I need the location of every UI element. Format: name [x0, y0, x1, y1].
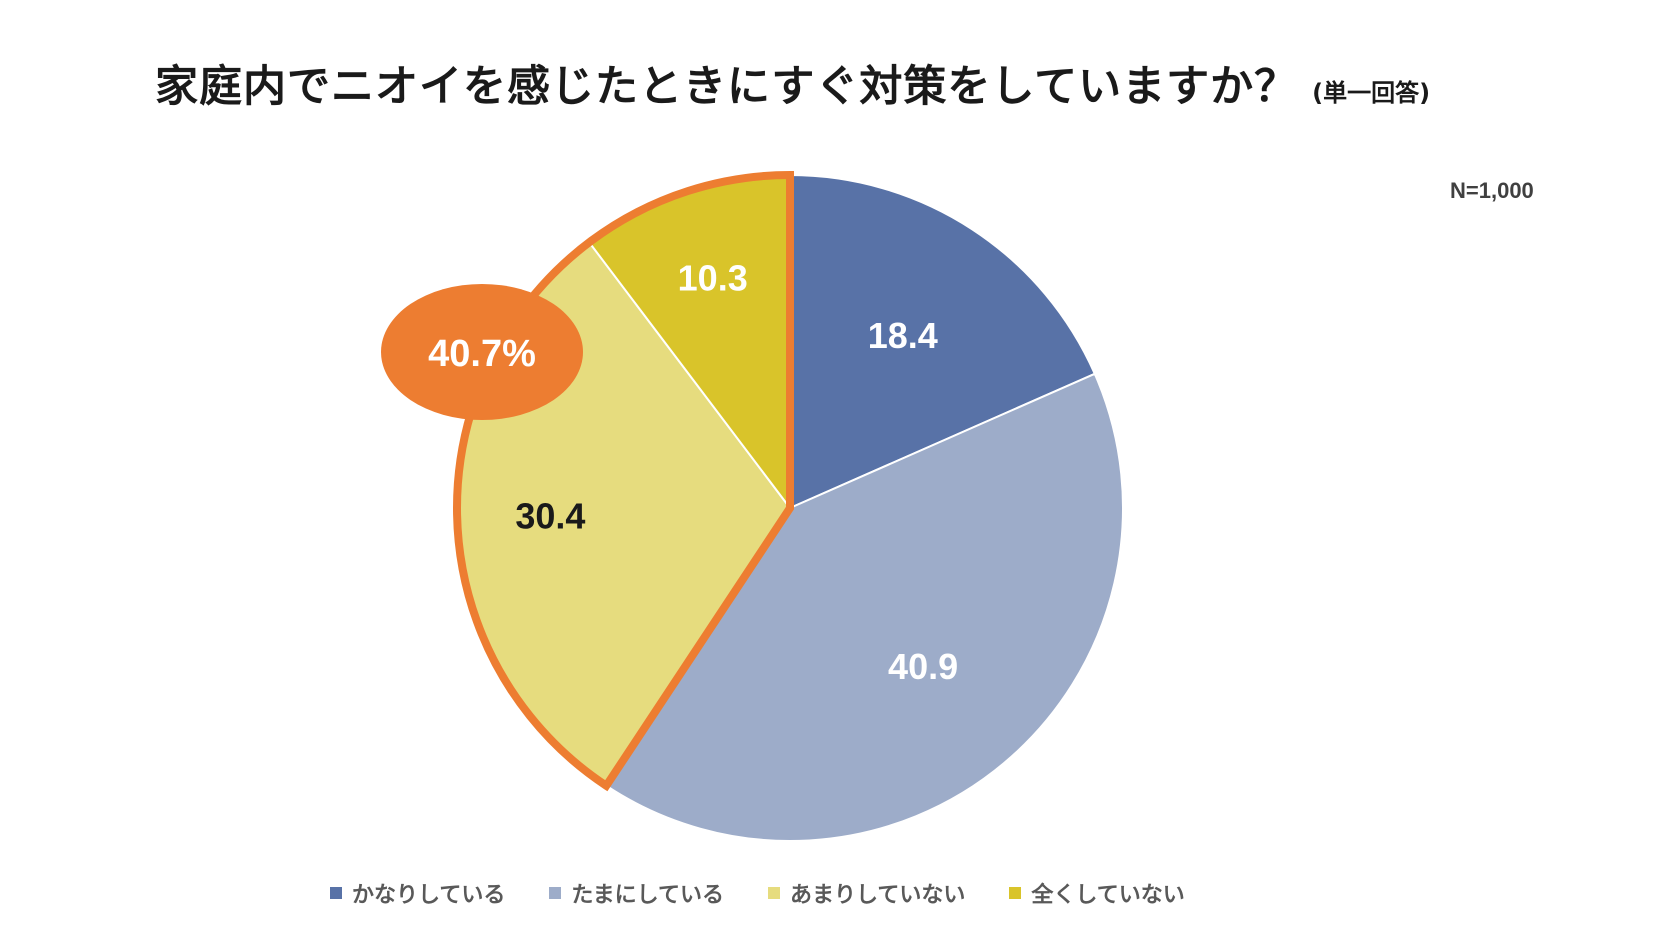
data-label-4: 10.3 [678, 258, 748, 299]
highlight-callout-bubble [381, 284, 583, 420]
legend-item-1: かなりしている [330, 877, 505, 909]
data-label-3: 30.4 [515, 496, 585, 537]
legend-label: あまりしていない [790, 883, 966, 908]
legend-swatch [1009, 887, 1022, 899]
sample-size-label: N=1,000 [1450, 178, 1534, 203]
legend-label: 全くしていない [1031, 883, 1185, 908]
chart-legend: かなりしている たまにしている あまりしていない 全くしていない [330, 876, 1330, 910]
legend-swatch [330, 887, 342, 899]
legend-item-2: たまにしている [549, 877, 724, 909]
pie-slice-1 [789, 173, 1097, 510]
legend-label: かなりしている [352, 883, 506, 908]
legend-item-4: 全くしていない [1009, 877, 1185, 909]
data-label-2: 40.9 [888, 646, 958, 687]
data-label-1: 18.4 [868, 315, 938, 356]
chart-title-row: 家庭内でニオイを感じたときにすぐ対策をしていますか？ (単一回答) [155, 52, 1615, 116]
pie-slice-2 [604, 372, 1124, 843]
chart-subtitle: (単一回答) [1312, 79, 1431, 107]
legend-swatch [549, 887, 562, 899]
legend-item-3: あまりしていない [768, 877, 965, 909]
pie-data-labels: 18.4 40.9 30.4 10.3 [515, 258, 958, 687]
chart-title: 家庭内でニオイを感じたときにすぐ対策をしていますか？ [155, 62, 1299, 112]
highlight-callout: 40.7% [381, 284, 583, 420]
legend-label: たまにしている [571, 883, 725, 908]
legend-swatch [768, 887, 781, 899]
highlight-callout-label: 40.7% [428, 333, 536, 375]
pie-chart: 18.4 40.9 30.4 10.3 40.7% [381, 170, 1124, 843]
